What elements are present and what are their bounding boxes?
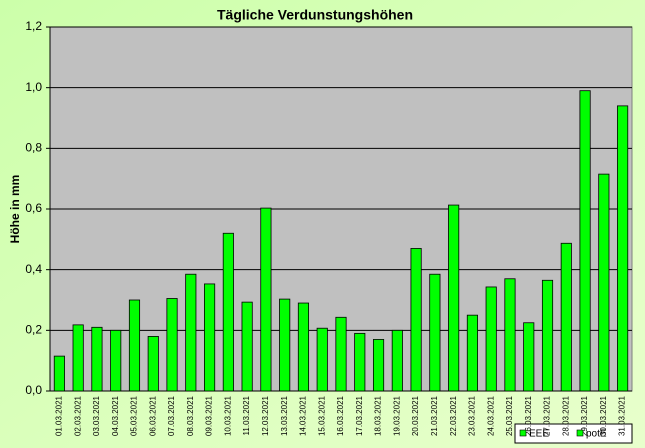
x-tick-label: 30.03.2021 [599,395,608,436]
bar [466,314,478,392]
bar [335,316,347,392]
legend-swatch [576,429,584,437]
y-tick-label: 1,0 [25,80,42,94]
x-tick-label: 02.03.2021 [73,395,82,436]
y-tick-label: 0,4 [25,262,42,276]
x-tick-label: 09.03.2021 [205,395,214,436]
bar [541,279,554,392]
bar [410,248,422,392]
bar [91,326,103,392]
y-tick-label: 1,2 [25,19,42,33]
bar [260,207,272,392]
x-tick-label: 27.03.2021 [543,395,552,436]
x-tick-label: 21.03.2021 [430,395,439,436]
x-tick-label: 17.03.2021 [355,395,364,436]
bar [297,302,310,392]
x-tick-label: 03.03.2021 [92,395,101,436]
bar [523,322,535,392]
bar [279,298,291,392]
y-tick-label: 0,2 [25,323,42,337]
x-tick-label: 23.03.2021 [468,395,477,436]
bar [579,90,591,392]
bar [429,273,441,392]
x-tick-label: 22.03.2021 [449,395,458,436]
x-tick-label: 12.03.2021 [261,395,270,436]
x-tick-label: 26.03.2021 [524,395,533,436]
x-tick-label: 11.03.2021 [242,395,251,435]
x-tick-label: 29.03.2021 [580,395,589,436]
x-tick-label: 25.03.2021 [505,395,514,436]
x-tick-label: 19.03.2021 [392,395,401,436]
x-tick-label: 24.03.2021 [486,395,495,436]
y-tick-label: 0,0 [25,383,42,397]
legend [514,423,633,444]
x-tick-label: 07.03.2021 [167,395,176,436]
x-tick-label: 31.03.2021 [618,395,627,436]
bar [617,105,629,392]
legend-label: EEE [529,429,549,440]
bar [166,298,178,392]
x-tick-label: 20.03.2021 [411,395,420,436]
bar [354,332,366,392]
x-tick-label: 16.03.2021 [336,395,345,436]
x-tick-label: 10.03.2021 [223,395,232,436]
x-tick-label: 04.03.2021 [111,395,120,436]
bar [316,327,328,392]
legend-label: potE [586,429,607,440]
bar [110,329,122,392]
x-tick-label: 13.03.2021 [280,395,289,436]
y-axis-title: Höhe in mm [8,175,22,244]
y-tick-label: 0,8 [25,141,42,155]
x-tick-label: 15.03.2021 [317,395,326,436]
bar [53,355,65,392]
bar [128,299,141,392]
x-tick-label: 05.03.2021 [130,395,139,436]
bar [72,324,84,392]
bar [241,301,253,392]
bar [598,173,610,392]
bar [147,335,159,392]
bar [391,329,403,392]
x-tick-label: 08.03.2021 [186,395,195,436]
y-tick-label: 0,6 [25,201,42,215]
bar [372,339,385,392]
x-tick-label: 06.03.2021 [148,395,157,436]
bar [485,286,497,392]
bar [185,273,197,392]
x-tick-label: 28.03.2021 [561,395,570,436]
legend-swatch [519,429,527,437]
bar [222,232,234,392]
chart-title: Tägliche Verdunstungshöhen [217,7,413,23]
bar [504,278,516,392]
bar [560,242,572,392]
bar [448,204,460,392]
x-tick-label: 14.03.2021 [299,395,308,436]
bar [204,283,216,392]
x-tick-label: 01.03.2021 [54,395,63,436]
x-tick-label: 18.03.2021 [374,395,383,436]
